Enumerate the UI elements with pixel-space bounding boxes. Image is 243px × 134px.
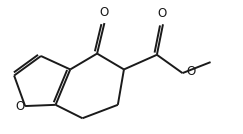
Text: O: O [157, 7, 166, 20]
Text: O: O [186, 65, 195, 78]
Text: O: O [100, 6, 109, 19]
Text: O: O [15, 100, 24, 113]
